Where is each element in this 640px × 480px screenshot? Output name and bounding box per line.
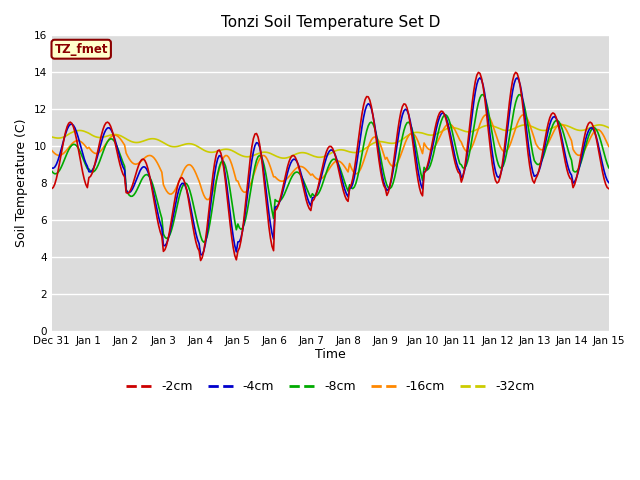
Text: TZ_fmet: TZ_fmet [54, 43, 108, 56]
Title: Tonzi Soil Temperature Set D: Tonzi Soil Temperature Set D [221, 15, 440, 30]
X-axis label: Time: Time [315, 348, 346, 361]
Legend: -2cm, -4cm, -8cm, -16cm, -32cm: -2cm, -4cm, -8cm, -16cm, -32cm [121, 375, 540, 398]
Y-axis label: Soil Temperature (C): Soil Temperature (C) [15, 119, 28, 247]
